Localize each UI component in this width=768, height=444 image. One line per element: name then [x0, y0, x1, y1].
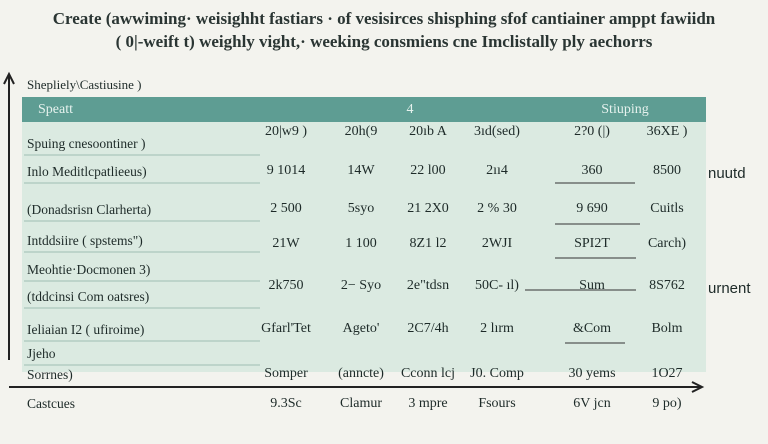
axis-arrow	[691, 381, 705, 393]
cell: 1 100	[345, 236, 377, 251]
cell: 2k750	[269, 278, 304, 293]
cell: Bolm	[651, 321, 682, 336]
cell: Ageto'	[343, 321, 380, 336]
cell: Fsours	[478, 396, 515, 411]
table-band	[22, 97, 706, 122]
cell: 20|w9 )	[265, 124, 307, 139]
cell: 6V jcn	[573, 396, 610, 411]
cell: Somper	[264, 366, 308, 381]
row-label: Sorrnes)	[27, 367, 73, 382]
cell: 2e"tdsn	[407, 278, 449, 293]
cell: 22 l00	[410, 163, 445, 178]
cell: 2?0 (|)	[574, 124, 610, 139]
cell: 2ıı4	[486, 163, 508, 178]
cell: 14W	[347, 163, 375, 178]
cell: 8S762	[649, 278, 685, 293]
cell: 9.3Sc	[270, 396, 302, 411]
cell: (anncte)	[338, 366, 384, 381]
cell: Gfarl'Tet	[261, 321, 311, 336]
row-label: (tddcinsi Com oatsres)	[27, 289, 149, 304]
band-text: Stiuping	[601, 102, 648, 117]
cell: 36XE )	[647, 124, 688, 139]
cell: Cconn lcj	[401, 366, 455, 381]
cell: 2− Syo	[341, 278, 381, 293]
side-note: nuutd	[708, 165, 746, 182]
cell: 5syo	[348, 201, 374, 216]
cell: 2C7/4h	[407, 321, 448, 336]
cell: Cuitls	[650, 201, 683, 216]
cell: 30 yems	[568, 366, 615, 381]
side-note: urnent	[708, 280, 751, 297]
cell: 2 500	[270, 201, 302, 216]
cell: 21W	[272, 236, 300, 251]
cell: J0. Comp	[470, 366, 524, 381]
title: Create (awwiming· weisighht fastiars · o…	[53, 9, 716, 28]
band-text: 4	[407, 102, 414, 117]
row-label: Ieliaian I2 ( ufiroime)	[27, 322, 144, 337]
band-text: Speatt	[38, 102, 73, 117]
cell: Carch)	[648, 236, 686, 251]
cell: 21 2X0	[407, 201, 449, 216]
table-body	[22, 97, 706, 372]
cell: Sum	[579, 278, 605, 293]
cell: 9 1014	[267, 163, 306, 178]
row-label: Jjeho	[27, 346, 56, 361]
cell: 9 690	[576, 201, 608, 216]
cell: 1O27	[651, 366, 682, 381]
cell: 3 mpre	[408, 396, 447, 411]
cell: 2 % 30	[477, 201, 517, 216]
cell: 8500	[653, 163, 681, 178]
cell: 20h(9	[345, 124, 378, 139]
cell: 20ıb A	[409, 124, 448, 139]
cell: SPI2T	[574, 236, 610, 251]
caption: Shepliely\Castiusine )	[27, 77, 141, 92]
cell: 2WJI	[482, 236, 513, 251]
axis-arrow	[3, 71, 15, 85]
cell: Clamur	[340, 396, 382, 411]
row-label: (Donadsrisn Clarherta)	[27, 202, 151, 217]
cell: 9 po)	[652, 396, 682, 411]
subtitle: ( 0|-weift t) weighly vight,· weeking co…	[116, 32, 653, 51]
row-label: Castcues	[27, 396, 75, 411]
cell: 3ıd(sed)	[474, 124, 520, 139]
cell: 8Z1 l2	[410, 236, 447, 251]
row-label: Meohtie·Docmonen 3)	[27, 262, 150, 277]
row-label: Inlo Meditlcpatlieeus)	[27, 164, 147, 179]
row-label: Spuing cnesoontiner )	[27, 136, 145, 151]
row-label: Intddsiire ( spstems")	[27, 233, 143, 248]
cell: 2 lırm	[480, 321, 514, 336]
cell: 50C- ıl)	[475, 278, 519, 293]
cell: 360	[582, 163, 603, 178]
cell: &Com	[573, 321, 611, 336]
